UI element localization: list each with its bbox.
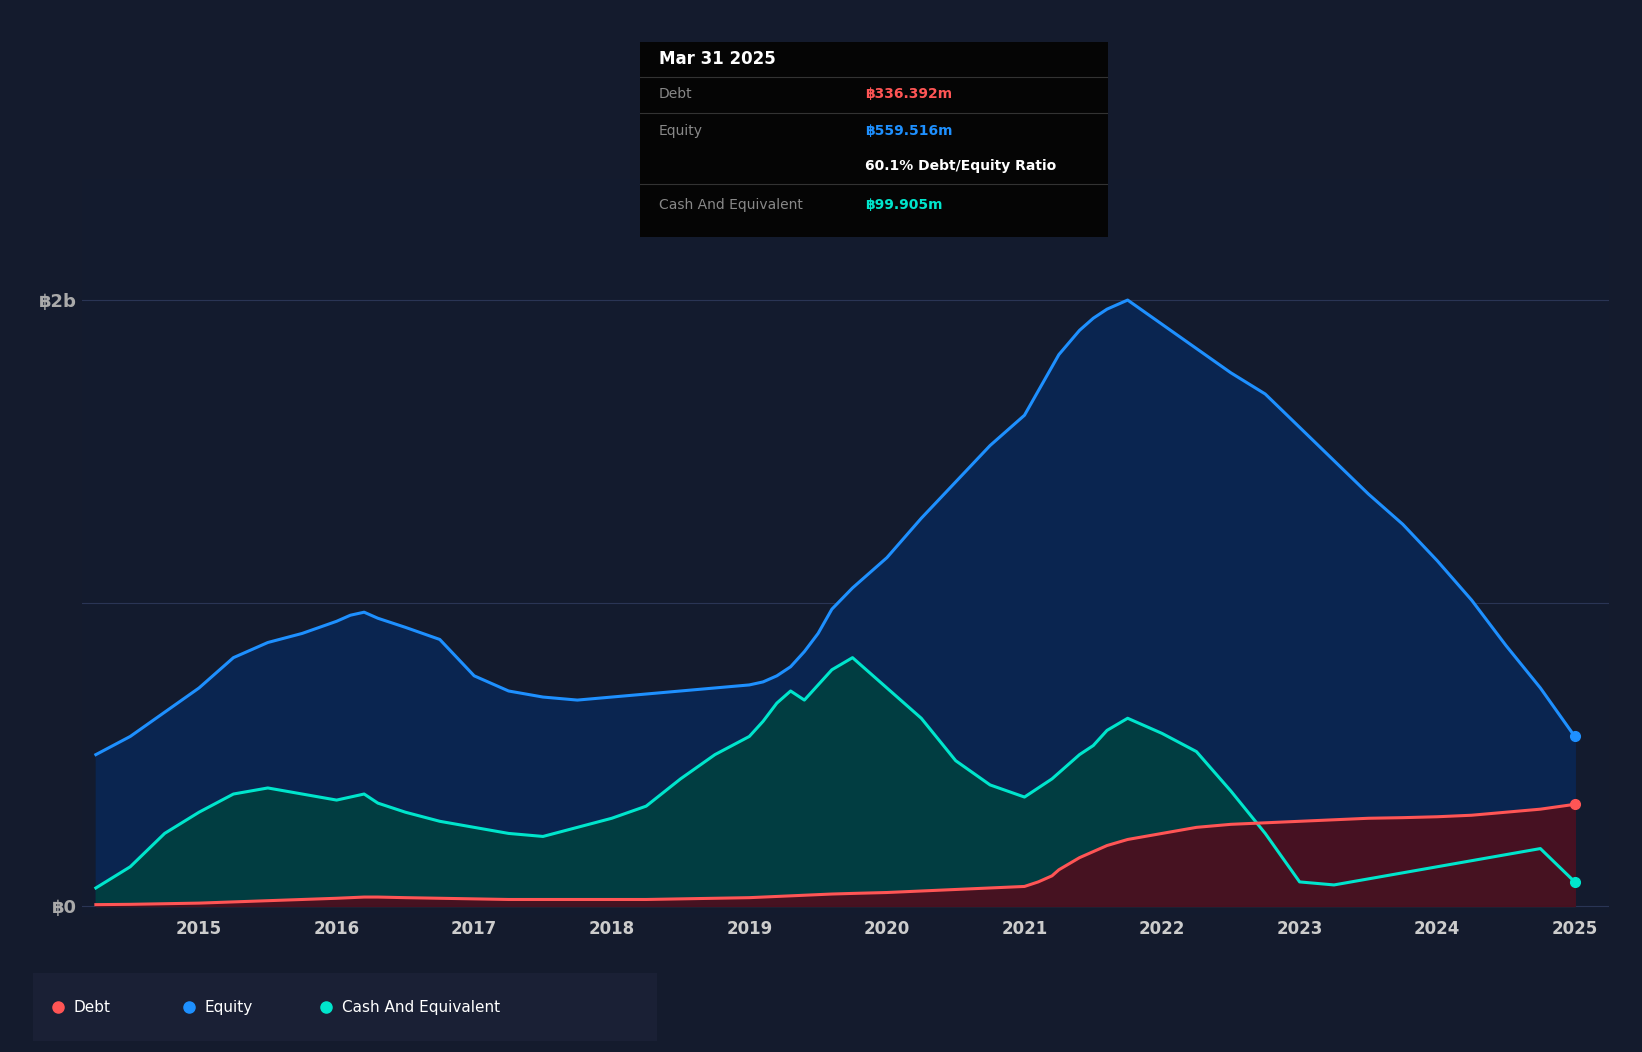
Text: Cash And Equivalent: Cash And Equivalent [658, 198, 803, 211]
Text: 60.1% Debt/Equity Ratio: 60.1% Debt/Equity Ratio [865, 159, 1056, 173]
Text: Debt: Debt [74, 999, 110, 1015]
Text: Mar 31 2025: Mar 31 2025 [658, 49, 777, 68]
Text: Debt: Debt [658, 87, 693, 101]
Text: Equity: Equity [658, 124, 703, 138]
Text: ฿559.516m: ฿559.516m [865, 124, 952, 138]
Text: Cash And Equivalent: Cash And Equivalent [342, 999, 499, 1015]
Text: ฿336.392m: ฿336.392m [865, 87, 952, 101]
Text: Equity: Equity [205, 999, 253, 1015]
Text: ฿99.905m: ฿99.905m [865, 198, 943, 211]
